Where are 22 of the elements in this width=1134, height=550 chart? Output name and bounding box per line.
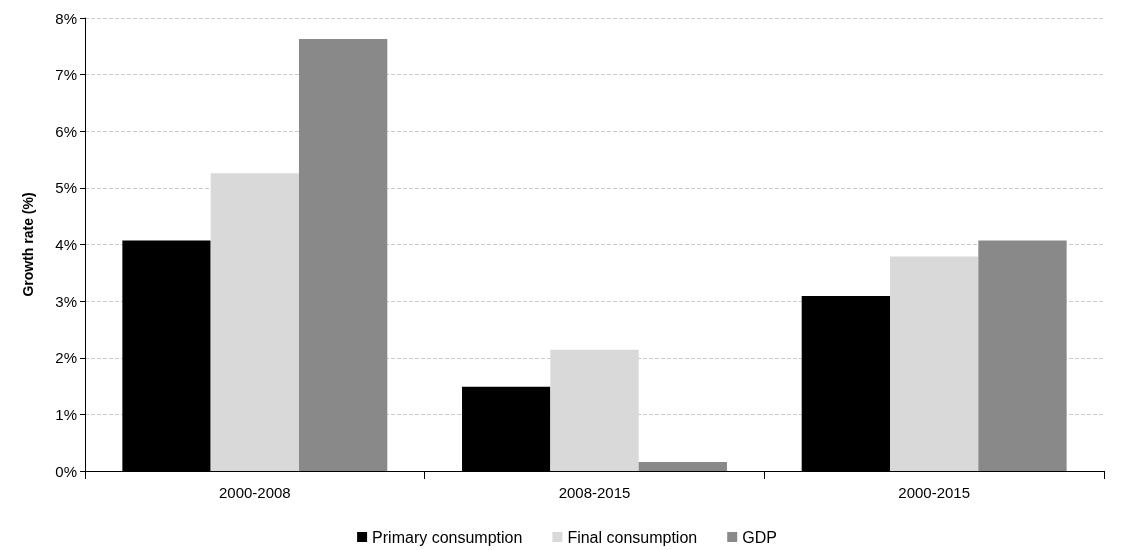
bar bbox=[550, 349, 639, 471]
bar bbox=[638, 461, 727, 471]
y-tick-label: 7% bbox=[55, 66, 77, 84]
y-tick-label: 0% bbox=[55, 462, 77, 480]
y-tick-label: 3% bbox=[55, 292, 77, 310]
legend-label: Primary consumption bbox=[372, 528, 523, 546]
bar bbox=[298, 38, 388, 471]
y-tick-label: 6% bbox=[55, 122, 77, 140]
y-tick-label: 2% bbox=[55, 349, 77, 367]
bar bbox=[210, 173, 299, 471]
y-tick-label: 4% bbox=[55, 236, 77, 253]
legend-label: GDP bbox=[742, 528, 777, 546]
y-axis-title: Growth rate (%) bbox=[20, 192, 36, 297]
y-tick-label: 1% bbox=[55, 405, 77, 423]
x-tick-label: 2008-2015 bbox=[558, 484, 631, 501]
bar bbox=[978, 240, 1067, 471]
x-tick-label: 2000-2008 bbox=[218, 484, 291, 501]
y-tick-label: 8% bbox=[55, 9, 77, 27]
x-tick-label: 2000-2015 bbox=[898, 484, 971, 501]
legend-label: Final consumption bbox=[567, 528, 698, 546]
y-tick-label: 5% bbox=[55, 179, 77, 197]
bar bbox=[890, 256, 979, 471]
